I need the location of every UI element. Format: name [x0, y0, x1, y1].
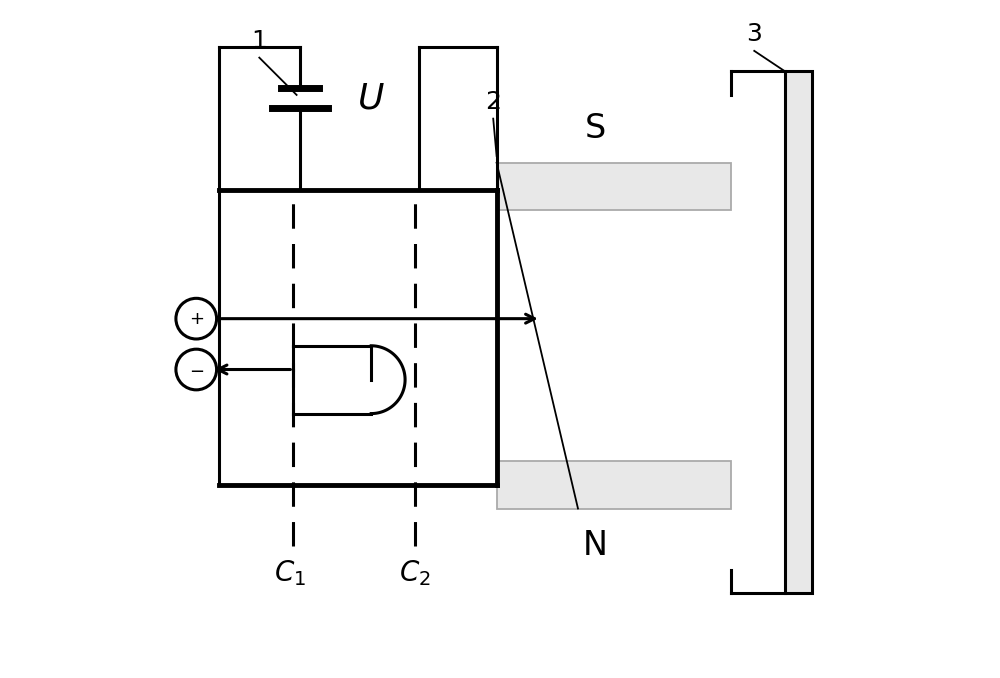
Bar [497, 461, 731, 508]
Bar [785, 71, 812, 593]
Text: S: S [584, 113, 606, 145]
Text: $C_1$: $C_1$ [274, 558, 306, 588]
Text: 1: 1 [251, 28, 267, 53]
Text: N: N [582, 530, 607, 562]
Text: $C_2$: $C_2$ [399, 558, 431, 588]
Text: $U$: $U$ [357, 81, 385, 115]
Text: 2: 2 [485, 89, 501, 114]
Text: $+$: $+$ [189, 310, 204, 327]
Bar [497, 163, 731, 210]
Text: 3: 3 [746, 22, 762, 46]
Text: $-$: $-$ [189, 361, 204, 378]
